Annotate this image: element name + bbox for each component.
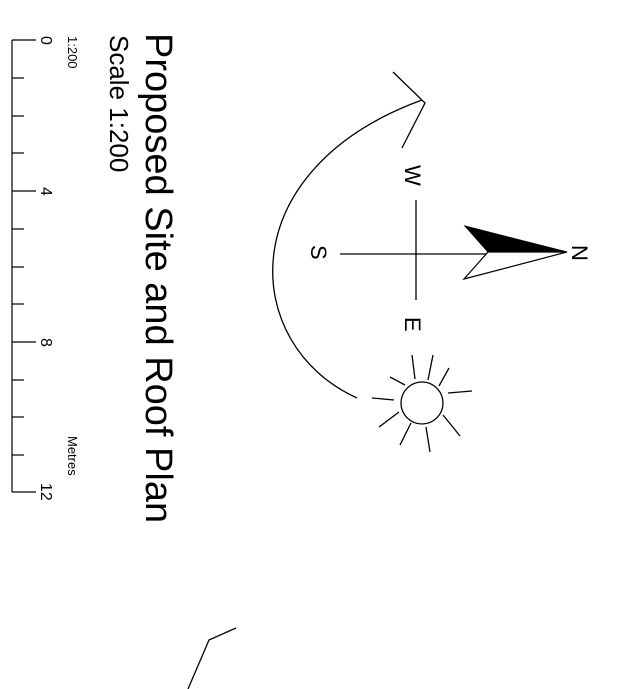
compass: [340, 200, 490, 300]
north-arrow-icon: [462, 225, 568, 281]
compass-east-label: E: [400, 317, 425, 332]
scale-tick-label: 4: [37, 187, 54, 196]
sun-path-arc-icon: [272, 71, 426, 399]
scale-tick-label: 8: [37, 338, 54, 347]
scale-bar: [11, 39, 36, 493]
scale-tick-label: 12: [37, 483, 54, 501]
page-title: Proposed Site and Roof Plan: [137, 33, 179, 523]
scale-text: Scale 1:200: [104, 35, 134, 172]
site-boundary-line: [187, 627, 237, 689]
scale-ratio-label: 1:200: [65, 36, 80, 69]
compass-south-label: S: [306, 245, 331, 260]
scale-tick-label: 0: [37, 36, 54, 45]
compass-west-label: W: [400, 165, 425, 186]
sun-icon: [371, 354, 473, 453]
scale-unit-label: Metres: [65, 436, 80, 476]
compass-north-label: N: [567, 245, 592, 261]
